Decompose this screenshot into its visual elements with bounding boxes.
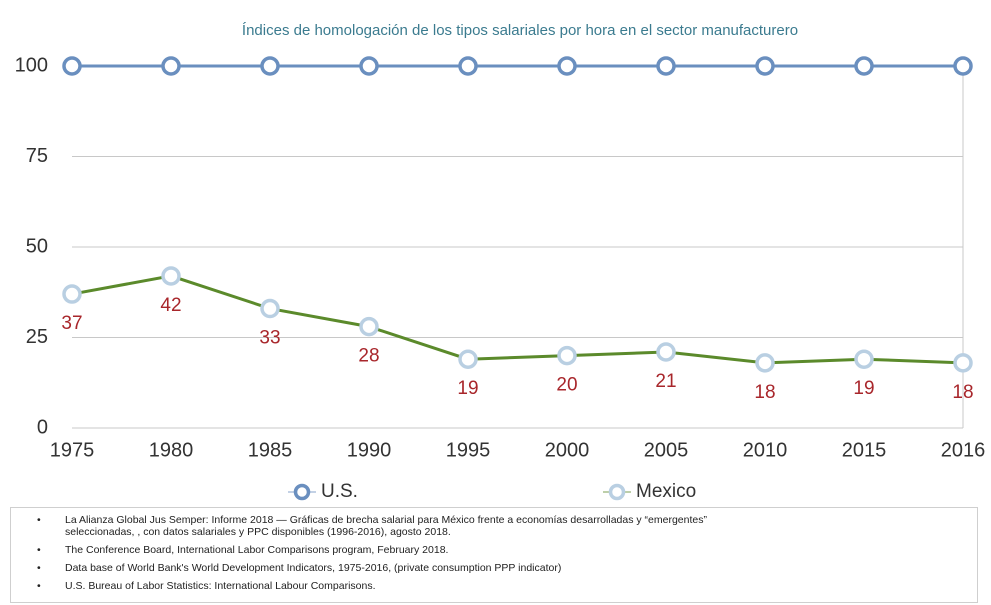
point	[854, 56, 874, 76]
data-label: 21	[655, 371, 676, 392]
legend-marker	[608, 483, 626, 501]
y-tick-label: 100	[15, 54, 48, 76]
legend-label: Mexico	[636, 481, 696, 502]
point	[260, 298, 280, 319]
y-tick-label: 75	[26, 145, 48, 167]
data-label: 42	[160, 295, 181, 316]
data-label: 18	[754, 382, 775, 403]
source-item: U.S. Bureau of Labor Statistics: Interna…	[37, 580, 745, 592]
point	[557, 56, 577, 76]
x-tick-label: 1990	[347, 439, 392, 461]
data-label: 18	[952, 382, 973, 403]
point	[260, 56, 280, 76]
source-item: The Conference Board, International Labo…	[37, 544, 745, 556]
x-tick-label: 2010	[743, 439, 788, 461]
x-tick-label: 2015	[842, 439, 887, 461]
point	[755, 56, 775, 76]
data-label: 19	[457, 378, 478, 399]
data-label: 19	[853, 378, 874, 399]
point	[62, 56, 82, 76]
y-tick-label: 50	[26, 235, 48, 257]
point	[755, 353, 775, 373]
y-tick-label: 0	[37, 416, 48, 438]
chart: Índices de homologación de los tipos sal…	[15, 22, 986, 502]
point	[854, 349, 874, 369]
chart-title: Índices de homologación de los tipos sal…	[242, 22, 798, 39]
point	[656, 56, 676, 76]
point	[953, 56, 973, 76]
point	[359, 316, 379, 337]
data-label: 20	[556, 375, 577, 396]
point	[161, 56, 181, 76]
data-label: 33	[259, 328, 280, 349]
legend-marker	[293, 483, 311, 501]
point	[953, 353, 973, 373]
x-tick-label: 1975	[50, 439, 95, 461]
point	[656, 342, 676, 362]
point	[359, 56, 379, 76]
point	[161, 266, 181, 286]
x-tick-label: 2000	[545, 439, 590, 461]
legend-label: U.S.	[321, 481, 358, 502]
data-label: 28	[358, 346, 379, 367]
point	[62, 284, 82, 304]
series-line	[71, 274, 964, 365]
source-item: La Alianza Global Jus Semper: Informe 20…	[37, 514, 745, 538]
x-tick-label: 2005	[644, 439, 689, 461]
x-tick-label: 2016	[941, 439, 986, 461]
y-tick-label: 25	[26, 326, 48, 348]
data-label: 37	[61, 313, 82, 334]
x-tick-label: 1980	[149, 439, 194, 461]
sources: La Alianza Global Jus Semper: Informe 20…	[10, 507, 978, 603]
point	[458, 56, 478, 76]
source-item: Data base of World Bank's World Developm…	[37, 562, 745, 574]
point	[458, 349, 478, 369]
point	[557, 345, 577, 366]
x-tick-label: 1985	[248, 439, 293, 461]
x-tick-label: 1995	[446, 439, 491, 461]
